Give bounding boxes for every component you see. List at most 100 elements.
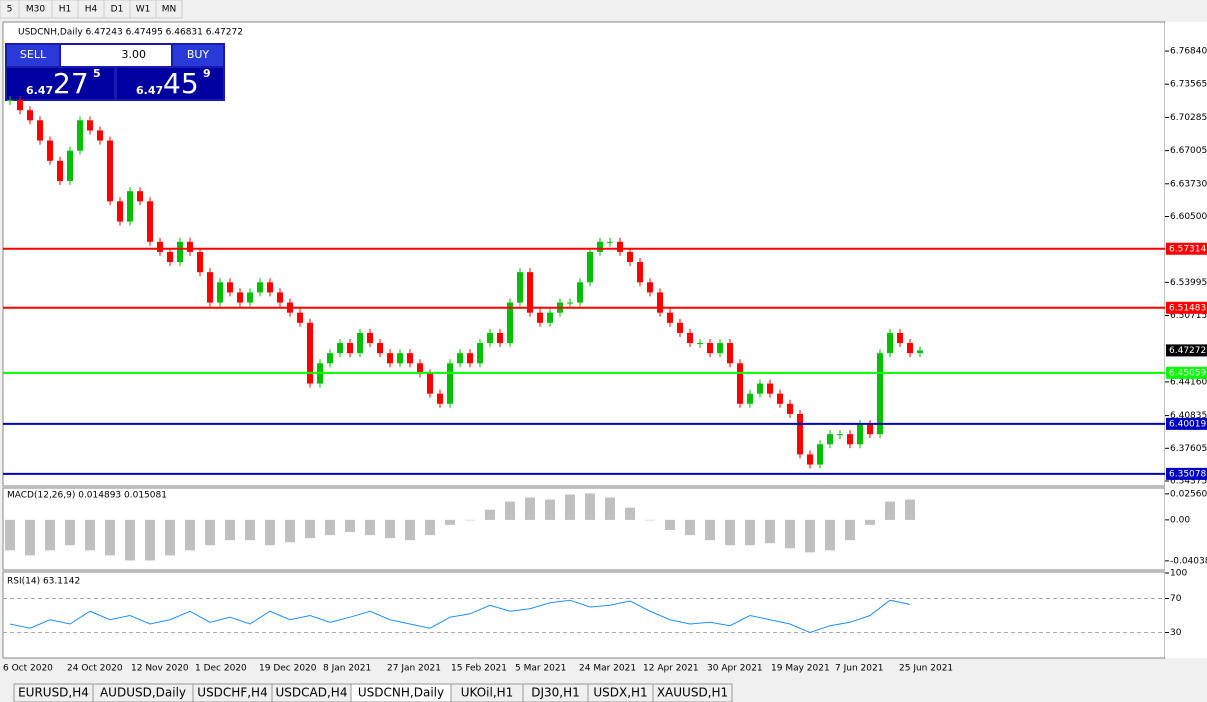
bid-box — [7, 68, 114, 99]
macd-bar — [325, 519, 335, 536]
date-label: 19 May 2021 — [771, 664, 830, 674]
tab-label: EURUSD,H4 — [18, 686, 89, 700]
macd-bar — [745, 519, 755, 546]
date-label: 24 Oct 2020 — [67, 664, 123, 674]
candle-body — [407, 353, 413, 364]
date-label: 8 Jan 2021 — [323, 664, 371, 674]
bid-prefix: 6.47 — [26, 84, 53, 97]
candle-body — [147, 201, 153, 242]
macd-bar — [665, 519, 675, 531]
level-label: 6.40019 — [1169, 419, 1206, 429]
tab-label: UKOil,H1 — [461, 686, 514, 700]
candle-body — [347, 343, 353, 354]
macd-tick-label: 0.00 — [1170, 515, 1190, 525]
y-tick-label: 6.37605 — [1170, 444, 1207, 454]
date-label: 15 Feb 2021 — [451, 664, 507, 674]
candle-body — [7, 100, 13, 102]
date-label: 7 Jun 2021 — [835, 664, 883, 674]
candle-body — [197, 251, 203, 273]
macd-bar — [825, 519, 835, 551]
candle-body — [297, 312, 303, 323]
macd-bar — [505, 501, 515, 520]
macd-bar — [305, 519, 315, 539]
date-label: 1 Dec 2020 — [195, 664, 247, 674]
y-tick-label: 6.34375 — [1170, 476, 1207, 486]
rsi-tick-label: 30 — [1170, 628, 1182, 638]
macd-bar — [365, 519, 375, 536]
macd-bar — [445, 519, 455, 525]
candle-body — [497, 332, 503, 344]
candle-body — [537, 312, 543, 323]
macd-bar — [25, 519, 35, 556]
lot-input[interactable] — [61, 45, 171, 66]
candle-body — [547, 312, 553, 323]
candle-body — [667, 312, 673, 323]
candle-body — [507, 302, 513, 344]
macd-bar — [645, 519, 655, 521]
candle-body — [177, 241, 183, 263]
candle-body — [17, 100, 23, 111]
candle-body — [257, 282, 263, 293]
candle-body — [247, 292, 253, 303]
timeframe-label: H1 — [59, 5, 72, 15]
y-tick-label: 6.50715 — [1170, 311, 1207, 321]
candle-body — [427, 373, 433, 394]
tab-label: AUDUSD,Daily — [100, 686, 186, 700]
timeframe-button[interactable] — [155, 0, 183, 19]
candle-body — [137, 191, 143, 202]
candle-body — [687, 332, 693, 344]
macd-bar — [105, 519, 115, 556]
timeframe-label: H4 — [85, 5, 98, 15]
candle-body — [277, 292, 283, 303]
y-tick-label: 6.53995 — [1170, 278, 1207, 288]
candle-body — [607, 241, 613, 243]
candle-body — [807, 454, 813, 465]
date-label: 5 Mar 2021 — [515, 664, 566, 674]
level-tag — [1166, 242, 1207, 255]
buy-button[interactable] — [173, 45, 223, 66]
candle-body — [87, 120, 93, 131]
macd-bar — [385, 519, 395, 539]
macd-bar — [205, 519, 215, 546]
macd-title: MACD(12,26,9) 0.014893 0.015081 — [7, 491, 167, 501]
bid-big: 27 — [53, 67, 89, 100]
macd-bar — [345, 519, 355, 533]
macd-bar — [545, 499, 555, 520]
macd-bar — [5, 519, 15, 551]
level-label: 6.57314 — [1169, 244, 1206, 254]
candle-body — [707, 343, 713, 354]
buy-label: BUY — [187, 48, 210, 61]
y-tick-label: 6.67005 — [1170, 146, 1207, 156]
macd-tick-label: -0.040386 — [1170, 556, 1207, 566]
candle-body — [377, 343, 383, 354]
macd-bar — [65, 519, 75, 546]
candle-body — [517, 272, 523, 303]
candle-body — [107, 140, 113, 202]
candle-body — [367, 332, 373, 344]
date-label: 27 Jan 2021 — [387, 664, 441, 674]
candle-body — [37, 120, 43, 141]
macd-bar — [465, 519, 475, 521]
macd-bar — [905, 499, 915, 520]
candle-body — [217, 282, 223, 303]
macd-tick-label: 0.025609 — [1170, 489, 1207, 499]
sell-button[interactable] — [7, 45, 59, 66]
tab-label: USDX,H1 — [593, 686, 647, 700]
y-tick-label: 6.44160 — [1170, 377, 1207, 387]
date-label: 24 Mar 2021 — [579, 664, 636, 674]
price-axis — [1165, 22, 1207, 658]
candle-body — [777, 393, 783, 404]
candle-body — [857, 424, 863, 445]
tab[interactable] — [652, 683, 733, 702]
candle-body — [677, 322, 683, 333]
ask-sup: 9 — [203, 67, 211, 80]
level-label: 6.45059 — [1169, 368, 1206, 378]
macd-bar — [525, 497, 535, 520]
tab-label: DJ30,H1 — [531, 686, 580, 700]
candle-body — [47, 140, 53, 161]
y-tick-label: 6.70285 — [1170, 113, 1207, 123]
level-label: 6.35078 — [1169, 469, 1206, 479]
candle-body — [227, 282, 233, 293]
candle-body — [77, 120, 83, 151]
